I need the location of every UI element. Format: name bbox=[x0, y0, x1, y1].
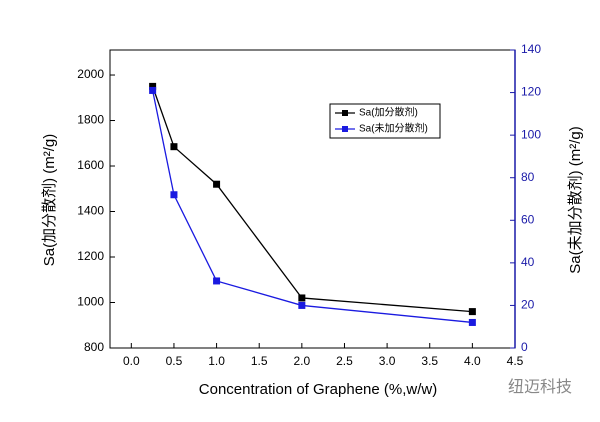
legend-box bbox=[329, 103, 441, 139]
plot-frame bbox=[109, 49, 516, 349]
y2-tick-label: 120 bbox=[521, 85, 541, 99]
y-tick-label: 1000 bbox=[77, 295, 104, 309]
x-tick-label: 0.0 bbox=[123, 354, 140, 368]
data-point bbox=[170, 143, 178, 151]
y-tick-label: 2000 bbox=[77, 67, 104, 81]
y2-tick-label: 20 bbox=[521, 298, 535, 312]
x-tick-label: 0.5 bbox=[166, 354, 183, 368]
legend-label: Sa(未加分散剂) bbox=[359, 122, 428, 135]
y-tick-label: 1200 bbox=[77, 249, 104, 263]
y-tick-label: 1600 bbox=[77, 158, 104, 172]
legend-label: Sa(加分散剂) bbox=[359, 106, 418, 119]
legend-marker bbox=[342, 126, 348, 132]
legend-marker bbox=[342, 110, 348, 116]
y-tick-label: 800 bbox=[84, 340, 104, 354]
y2-tick-label: 100 bbox=[521, 127, 541, 141]
data-point bbox=[213, 180, 221, 188]
y-tick-label: 1800 bbox=[77, 113, 104, 127]
x-tick-label: 1.0 bbox=[208, 354, 225, 368]
data-point bbox=[298, 294, 306, 302]
x-axis-label: Concentration of Graphene (%,w/w) bbox=[199, 381, 437, 398]
y2-axis-label: Sa(未加分散剂) (m²/g) bbox=[567, 126, 584, 274]
watermark: 纽迈科技 bbox=[508, 378, 572, 396]
data-point bbox=[213, 277, 221, 285]
y-axis-label: Sa(加分散剂) (m²/g) bbox=[41, 134, 58, 267]
y2-tick-label: 60 bbox=[521, 212, 535, 226]
y-tick-label: 1400 bbox=[77, 204, 104, 218]
data-point bbox=[468, 308, 476, 316]
data-point bbox=[468, 318, 476, 326]
y2-tick-label: 140 bbox=[521, 42, 541, 56]
x-tick-label: 2.0 bbox=[293, 354, 310, 368]
data-point bbox=[149, 82, 157, 90]
x-tick-label: 1.5 bbox=[251, 354, 268, 368]
y2-tick-label: 0 bbox=[521, 340, 528, 354]
data-point bbox=[170, 191, 178, 199]
x-tick-label: 3.5 bbox=[421, 354, 438, 368]
x-tick-label: 4.0 bbox=[464, 354, 481, 368]
data-point bbox=[298, 301, 306, 309]
data-point bbox=[149, 86, 157, 94]
x-tick-label: 2.5 bbox=[336, 354, 353, 368]
x-tick-label: 4.5 bbox=[507, 354, 524, 368]
x-tick-label: 3.0 bbox=[379, 354, 396, 368]
y2-tick-label: 80 bbox=[521, 170, 535, 184]
y2-tick-label: 40 bbox=[521, 255, 535, 269]
